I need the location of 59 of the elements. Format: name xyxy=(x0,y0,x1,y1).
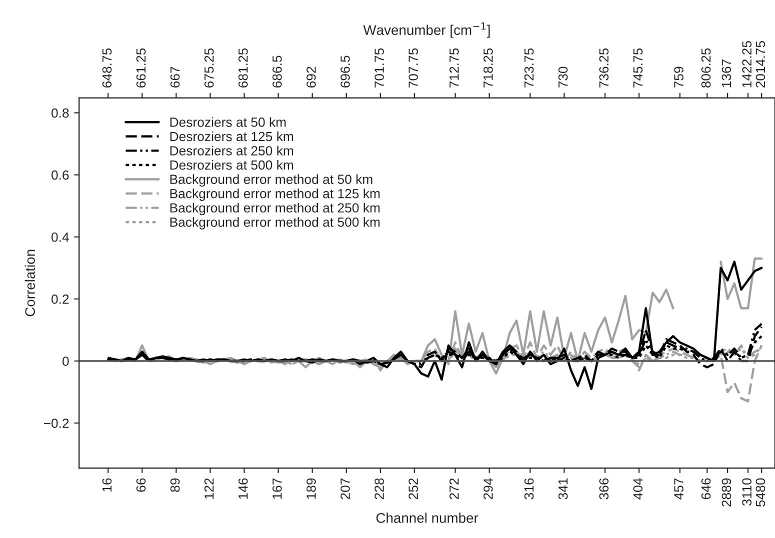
y-tick-label: 0.2 xyxy=(52,294,69,304)
text: 718.25 xyxy=(484,48,493,88)
text: 1367 xyxy=(722,60,732,88)
text: 759 xyxy=(674,66,684,88)
text: 667 xyxy=(170,66,180,88)
x-axis-title: Channel number xyxy=(376,512,478,523)
x-tick-label: 2889 xyxy=(722,478,732,506)
text: 701.75 xyxy=(374,48,384,88)
x-tick-label: 272 xyxy=(449,478,459,500)
text: 806.25 xyxy=(701,48,711,88)
x2-axis-title: Wavenumber [cm$^{−1}$] xyxy=(363,22,490,38)
legend-label: Desroziers at 50 km xyxy=(170,117,286,127)
legend-label: Background error method at 250 km xyxy=(170,202,380,216)
x-tick-label: 252 xyxy=(408,478,418,500)
legend-label: Background error method at 500 km xyxy=(170,217,380,230)
text: 730 xyxy=(558,66,568,88)
text: 2014.75 xyxy=(756,41,766,88)
x-tick-label: 66 xyxy=(136,478,146,492)
x-tick-label: 89 xyxy=(170,478,180,492)
legend-label: Desroziers at 250 km xyxy=(170,146,294,156)
y-tick-label: 0.6 xyxy=(52,170,69,180)
text: 692 xyxy=(306,66,316,88)
x-tick-label: 207 xyxy=(340,478,350,500)
legend-label: Desroziers at 500 km xyxy=(170,160,294,170)
x-tick-label: 228 xyxy=(374,478,384,500)
x-tick-label: 341 xyxy=(558,478,568,500)
text: 736.25 xyxy=(599,48,609,88)
y-tick-label: −0.2 xyxy=(44,418,69,428)
y-tick-label: 0.8 xyxy=(52,108,69,118)
y-axis-title: Correlation xyxy=(24,250,35,316)
x-tick-label: 316 xyxy=(524,478,534,500)
legend-label: Background error method at 50 km xyxy=(170,174,372,187)
x-tick-label: 146 xyxy=(238,478,248,499)
text: 745.75 xyxy=(633,48,643,88)
x-tick-label: 366 xyxy=(599,478,609,500)
text: 696.5 xyxy=(340,56,350,88)
y-tick-label: 0.4 xyxy=(52,232,69,242)
text: 1422.25 xyxy=(742,41,752,88)
text: 686.5 xyxy=(272,56,282,88)
x-tick-label: 5480 xyxy=(756,478,766,507)
text: 723.75 xyxy=(524,48,534,88)
text: 661.25 xyxy=(136,48,146,88)
text: 707.75 xyxy=(408,48,418,88)
text: 648.75 xyxy=(102,48,112,88)
x-tick-label: 457 xyxy=(674,478,684,500)
x-tick-label: 16 xyxy=(102,478,112,492)
legend-label: Background error method at 125 km xyxy=(170,188,380,201)
x-tick-label: 294 xyxy=(484,478,493,500)
x-tick-label: 3110 xyxy=(742,478,752,506)
x-tick-label: 404 xyxy=(633,478,643,500)
x-tick-label: 646 xyxy=(701,478,711,500)
text: 712.75 xyxy=(449,48,459,88)
legend-label: Desroziers at 125 km xyxy=(170,131,294,142)
x-tick-label: 189 xyxy=(306,478,316,499)
text: 681.25 xyxy=(238,48,248,88)
x-tick-label: 167 xyxy=(272,478,282,499)
y-tick-label: 0 xyxy=(62,356,69,366)
x-tick-label: 122 xyxy=(204,478,214,499)
text: 675.25 xyxy=(204,48,214,88)
